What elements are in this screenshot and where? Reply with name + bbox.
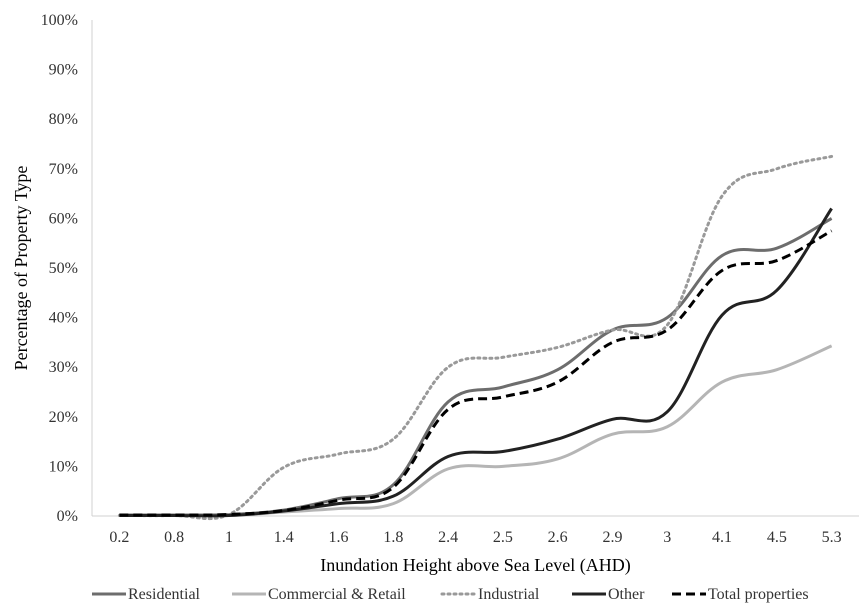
y-tick-label: 0% bbox=[57, 508, 78, 525]
series-lines bbox=[117, 154, 834, 521]
x-tick-label: 2.9 bbox=[602, 529, 622, 546]
y-tick-label: 50% bbox=[49, 260, 78, 277]
x-tick-label: 4.5 bbox=[767, 529, 787, 546]
y-tick-label: 100% bbox=[41, 12, 78, 29]
legend: Residential Commercial & Retail Industrial… bbox=[92, 586, 809, 603]
x-tick-label: 2.6 bbox=[548, 529, 568, 546]
legend-label: Other bbox=[608, 586, 645, 603]
axes bbox=[91, 20, 859, 517]
y-tick-label: 60% bbox=[49, 210, 78, 227]
series-line-residential bbox=[119, 217, 833, 517]
legend-label: Industrial bbox=[478, 586, 540, 603]
y-tick-label: 30% bbox=[49, 359, 78, 376]
x-tick-label: 0.8 bbox=[164, 529, 184, 546]
x-tick-label: 4.1 bbox=[712, 529, 732, 546]
legend-label: Residential bbox=[128, 586, 201, 603]
x-tick-label: 1.6 bbox=[329, 529, 349, 546]
legend-label: Commercial & Retail bbox=[268, 586, 406, 603]
y-axis-ticks: 0% 10% 20% 30% 40% 50% 60% 70% 80% 90% 100% bbox=[41, 12, 78, 525]
series-line-total-properties bbox=[119, 229, 833, 517]
series-line-industrial bbox=[117, 154, 834, 521]
y-tick-label: 70% bbox=[49, 161, 78, 178]
x-axis-title: Inundation Height above Sea Level (AHD) bbox=[320, 555, 630, 576]
y-tick-label: 10% bbox=[49, 458, 78, 475]
x-tick-label: 1.8 bbox=[383, 529, 403, 546]
y-tick-label: 40% bbox=[49, 310, 78, 327]
x-axis-ticks: 0.2 0.8 1 1.4 1.6 1.8 2.4 2.5 2.6 2.9 3 4.1 4.5 5.3 bbox=[109, 529, 841, 546]
x-tick-label: 2.5 bbox=[493, 529, 513, 546]
x-tick-label: 3 bbox=[663, 529, 671, 546]
y-tick-label: 90% bbox=[49, 62, 78, 79]
x-tick-label: 1 bbox=[225, 529, 233, 546]
x-tick-label: 5.3 bbox=[822, 529, 842, 546]
x-tick-label: 2.4 bbox=[438, 529, 458, 546]
y-tick-label: 20% bbox=[49, 409, 78, 426]
series-line-commercial-retail bbox=[119, 344, 833, 518]
legend-label: Total properties bbox=[708, 586, 809, 603]
x-tick-label: 1.4 bbox=[274, 529, 294, 546]
x-tick-label: 0.2 bbox=[109, 529, 129, 546]
y-axis-title: Percentage of Property Type bbox=[11, 166, 31, 371]
series-line-other bbox=[119, 207, 833, 518]
y-tick-label: 80% bbox=[49, 111, 78, 128]
